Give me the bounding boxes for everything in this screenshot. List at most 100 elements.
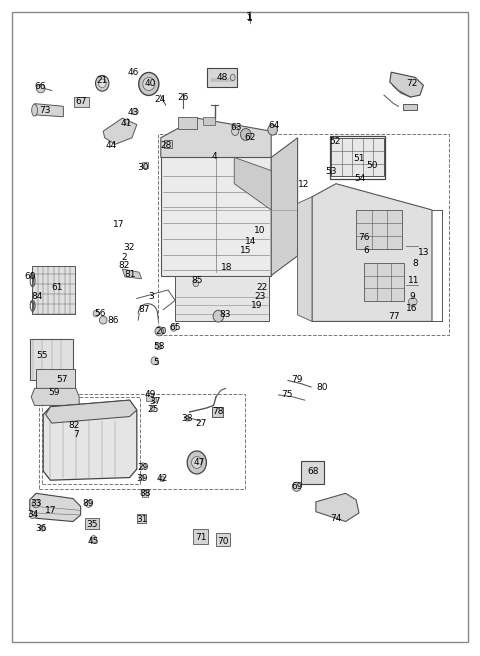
Bar bbox=[142, 489, 148, 497]
Text: 2: 2 bbox=[121, 253, 127, 262]
Text: 74: 74 bbox=[330, 514, 342, 523]
Text: 59: 59 bbox=[48, 388, 60, 397]
Text: 52: 52 bbox=[329, 136, 341, 146]
Bar bbox=[36, 369, 75, 394]
Text: 32: 32 bbox=[123, 243, 134, 253]
Ellipse shape bbox=[98, 79, 106, 87]
Text: 62: 62 bbox=[244, 133, 255, 142]
Text: 77: 77 bbox=[388, 312, 399, 321]
Text: 31: 31 bbox=[136, 515, 147, 524]
Text: 10: 10 bbox=[254, 226, 266, 236]
Text: 76: 76 bbox=[358, 233, 370, 242]
Text: 17: 17 bbox=[45, 506, 56, 515]
Polygon shape bbox=[390, 72, 423, 97]
Text: 83: 83 bbox=[219, 310, 230, 319]
Text: 13: 13 bbox=[418, 248, 429, 257]
Ellipse shape bbox=[231, 127, 239, 135]
Text: 9: 9 bbox=[409, 292, 415, 301]
Ellipse shape bbox=[150, 405, 155, 411]
Bar bbox=[331, 138, 384, 176]
Ellipse shape bbox=[152, 398, 157, 403]
Ellipse shape bbox=[139, 475, 144, 480]
Text: 43: 43 bbox=[128, 108, 139, 117]
Text: 5: 5 bbox=[153, 358, 159, 367]
Polygon shape bbox=[46, 400, 137, 423]
Text: 40: 40 bbox=[144, 79, 156, 89]
Ellipse shape bbox=[240, 129, 251, 140]
Text: 1: 1 bbox=[247, 14, 252, 23]
Polygon shape bbox=[312, 184, 432, 321]
Polygon shape bbox=[43, 400, 137, 480]
Text: 54: 54 bbox=[354, 174, 366, 183]
Polygon shape bbox=[161, 157, 271, 276]
Polygon shape bbox=[234, 157, 271, 210]
Bar bbox=[364, 263, 404, 301]
Polygon shape bbox=[175, 276, 269, 321]
Ellipse shape bbox=[155, 327, 164, 336]
Text: 41: 41 bbox=[120, 119, 132, 128]
Ellipse shape bbox=[187, 451, 206, 474]
Text: 1: 1 bbox=[246, 12, 253, 22]
Ellipse shape bbox=[39, 525, 45, 531]
Bar bbox=[178, 117, 197, 129]
Text: 36: 36 bbox=[35, 523, 47, 533]
Ellipse shape bbox=[292, 482, 301, 491]
Bar bbox=[212, 407, 223, 417]
Text: 56: 56 bbox=[94, 309, 106, 318]
Bar bbox=[203, 117, 215, 125]
Text: 78: 78 bbox=[213, 407, 224, 417]
Ellipse shape bbox=[99, 316, 107, 324]
Text: 87: 87 bbox=[138, 305, 150, 314]
Text: 17: 17 bbox=[113, 220, 125, 229]
Text: 47: 47 bbox=[193, 458, 205, 467]
Text: 51: 51 bbox=[353, 154, 365, 163]
Ellipse shape bbox=[85, 500, 92, 508]
Bar bbox=[74, 96, 89, 106]
Ellipse shape bbox=[213, 310, 224, 322]
Polygon shape bbox=[122, 269, 142, 279]
Text: 33: 33 bbox=[30, 499, 42, 508]
Text: 66: 66 bbox=[34, 82, 46, 91]
Text: 21: 21 bbox=[96, 75, 108, 85]
Text: 70: 70 bbox=[217, 537, 229, 546]
Text: 53: 53 bbox=[325, 167, 337, 176]
Text: 12: 12 bbox=[298, 180, 309, 190]
Text: 15: 15 bbox=[240, 246, 252, 255]
Ellipse shape bbox=[155, 343, 162, 350]
Bar bbox=[137, 514, 146, 523]
Bar bbox=[356, 210, 402, 249]
Bar bbox=[39, 394, 245, 489]
Ellipse shape bbox=[132, 108, 138, 114]
Text: 44: 44 bbox=[106, 141, 117, 150]
Text: 16: 16 bbox=[406, 304, 418, 313]
Text: 49: 49 bbox=[144, 390, 156, 400]
Text: 84: 84 bbox=[32, 292, 43, 301]
Text: 27: 27 bbox=[195, 419, 206, 428]
Text: 73: 73 bbox=[39, 106, 50, 115]
Ellipse shape bbox=[125, 119, 130, 124]
Text: 89: 89 bbox=[82, 499, 94, 508]
Text: 58: 58 bbox=[154, 342, 165, 351]
Text: 79: 79 bbox=[291, 375, 302, 384]
Bar bbox=[142, 162, 148, 168]
Text: 64: 64 bbox=[269, 121, 280, 131]
Text: 63: 63 bbox=[230, 123, 242, 133]
Ellipse shape bbox=[185, 416, 190, 421]
Text: 25: 25 bbox=[147, 405, 158, 415]
Ellipse shape bbox=[268, 125, 277, 135]
Text: 50: 50 bbox=[366, 161, 378, 170]
Text: 75: 75 bbox=[281, 390, 293, 400]
Text: 65: 65 bbox=[169, 323, 181, 333]
Ellipse shape bbox=[32, 104, 37, 116]
Text: 7: 7 bbox=[73, 430, 79, 439]
Text: 18: 18 bbox=[221, 263, 232, 272]
Polygon shape bbox=[316, 493, 359, 522]
Text: 45: 45 bbox=[88, 537, 99, 546]
Text: 80: 80 bbox=[317, 382, 328, 392]
Text: 82: 82 bbox=[69, 420, 80, 430]
Text: 29: 29 bbox=[137, 462, 149, 472]
Ellipse shape bbox=[143, 77, 155, 91]
Text: 6: 6 bbox=[363, 246, 369, 255]
Ellipse shape bbox=[230, 74, 235, 81]
Text: 34: 34 bbox=[27, 510, 38, 520]
